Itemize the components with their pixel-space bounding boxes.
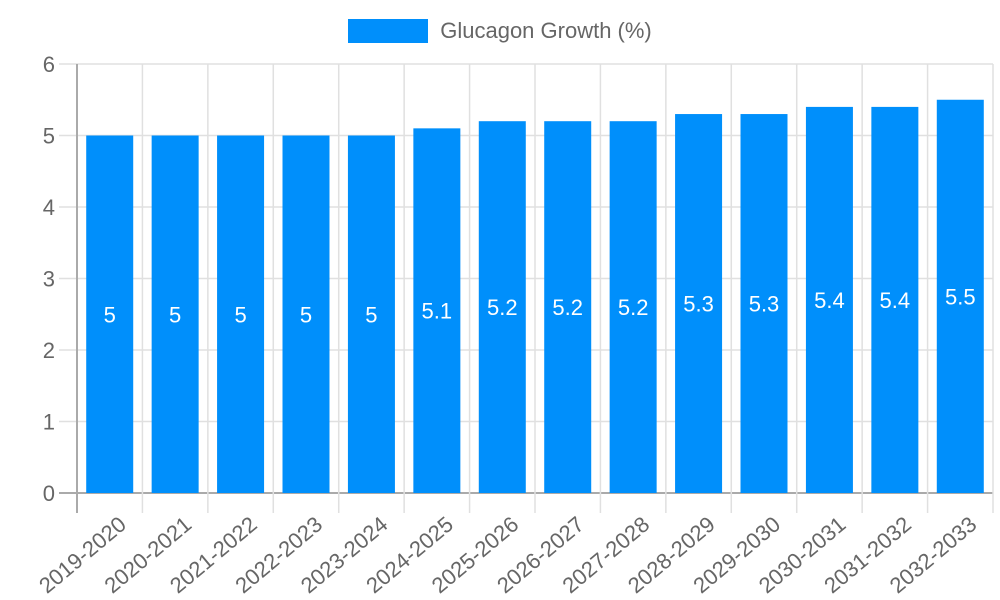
legend-swatch <box>348 19 429 43</box>
bar-value-label: 5.1 <box>422 299 453 324</box>
bar[interactable] <box>936 99 984 493</box>
bar[interactable] <box>609 121 657 493</box>
bar-value-label: 5.5 <box>945 284 976 309</box>
bar[interactable] <box>217 135 265 494</box>
bar[interactable] <box>86 135 134 494</box>
chart-legend[interactable]: Glucagon Growth (%) <box>0 18 1000 44</box>
legend-label: Glucagon Growth (%) <box>440 18 652 43</box>
bar[interactable] <box>871 106 919 494</box>
bar-value-label: 5 <box>300 302 312 327</box>
bar-value-label: 5.2 <box>487 295 518 320</box>
y-tick-label: 0 <box>43 481 55 506</box>
bar[interactable] <box>740 114 788 494</box>
bar-value-label: 5.3 <box>683 292 714 317</box>
y-tick-label: 5 <box>43 124 55 149</box>
bar[interactable] <box>151 135 199 494</box>
bar-value-label: 5.2 <box>618 295 649 320</box>
bar[interactable] <box>544 121 592 493</box>
bar-value-label: 5 <box>234 302 246 327</box>
bar-value-label: 5.3 <box>749 292 780 317</box>
bar-value-label: 5.4 <box>814 288 845 313</box>
y-tick-label: 2 <box>43 338 55 363</box>
bar[interactable] <box>282 135 330 494</box>
y-tick-label: 6 <box>43 52 55 77</box>
bar-value-label: 5 <box>365 302 377 327</box>
y-tick-label: 4 <box>43 195 55 220</box>
bar[interactable] <box>478 121 526 493</box>
bar-value-label: 5.4 <box>880 288 911 313</box>
bar[interactable] <box>413 128 461 493</box>
bar-value-label: 5 <box>169 302 181 327</box>
bar[interactable] <box>805 106 853 494</box>
bar[interactable] <box>347 135 395 494</box>
y-tick-label: 1 <box>43 410 55 435</box>
bar[interactable] <box>675 114 723 494</box>
bar-value-label: 5.2 <box>552 295 583 320</box>
bar-value-label: 5 <box>104 302 116 327</box>
y-tick-label: 3 <box>43 267 55 292</box>
